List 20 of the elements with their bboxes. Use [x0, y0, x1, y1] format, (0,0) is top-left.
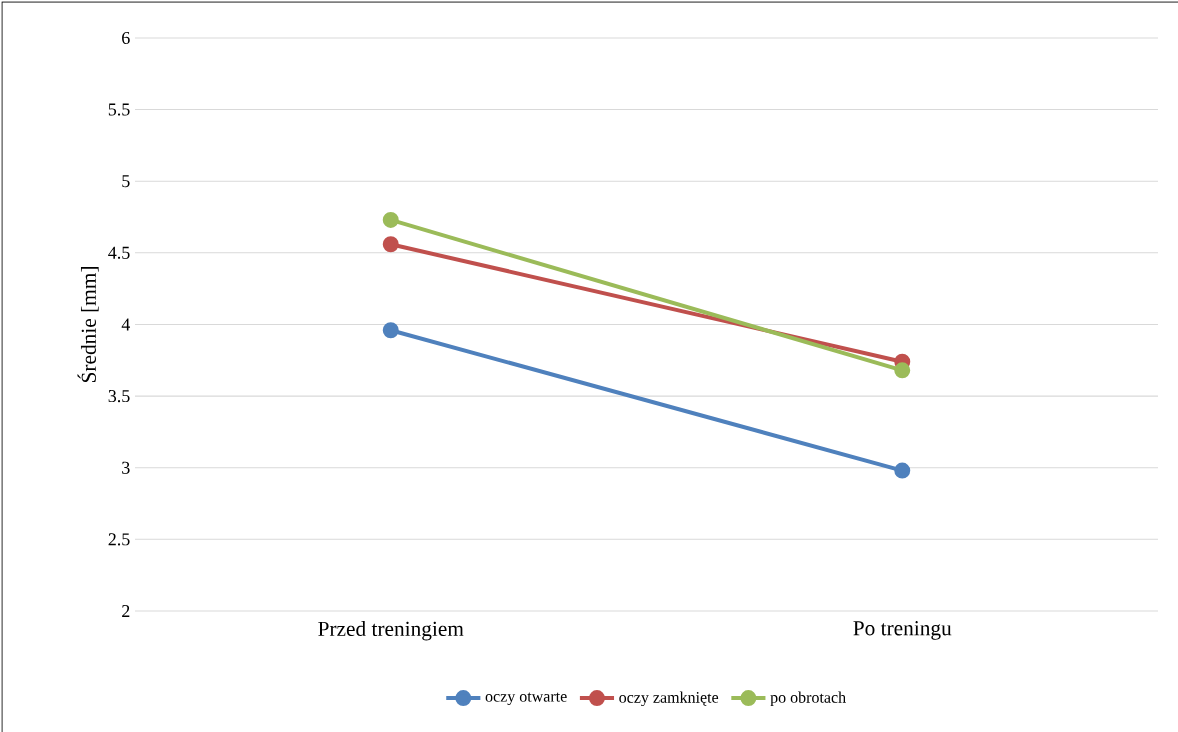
point: [382, 236, 399, 253]
y-tick-label: 4: [121, 318, 131, 331]
y-axis-title: Średnie [mm]: [77, 267, 99, 383]
point: [894, 362, 911, 379]
x-tick-label: Po treningu: [853, 621, 952, 640]
y-tick-label: 5: [122, 175, 130, 188]
legend-label: oczy zamknięte: [619, 691, 719, 707]
point: [894, 462, 911, 479]
point: [382, 322, 399, 339]
legend-label: oczy otwarte: [485, 692, 567, 706]
y-tick-label: 2: [122, 605, 130, 617]
y-tick-label: 4.5: [108, 246, 130, 259]
y-tick-label: 6: [122, 31, 130, 45]
x-tick-label: Przed treningiem: [318, 621, 464, 641]
legend-label: po obrotach: [770, 691, 846, 707]
y-tick-label: 3.5: [108, 390, 130, 403]
y-tick-label: 5.5: [108, 103, 130, 116]
point: [382, 211, 399, 228]
y-tick-label: 3: [122, 461, 130, 474]
y-tick-label: 2.5: [108, 533, 130, 546]
